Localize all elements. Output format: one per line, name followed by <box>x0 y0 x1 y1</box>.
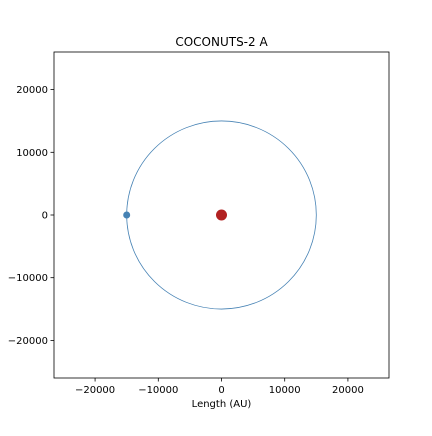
x-axis-label: Length (AU) <box>192 399 252 410</box>
y-tick-label: 0 <box>42 211 48 222</box>
y-tick-label: −10000 <box>8 273 48 284</box>
y-tick-label: 20000 <box>16 85 48 96</box>
x-tick-label: 0 <box>218 385 224 396</box>
primary-star-point <box>216 209 227 221</box>
x-tick-label: 20000 <box>332 385 364 396</box>
y-tick-label: −20000 <box>8 336 48 347</box>
x-tick-label: −10000 <box>138 385 178 396</box>
plot-area <box>123 120 317 310</box>
companion-point <box>123 211 131 219</box>
y-tick-label: 10000 <box>16 148 48 159</box>
x-tick-label: 10000 <box>269 385 301 396</box>
chart-title: COCONUTS-2 A <box>175 35 268 49</box>
y-axis: −20000 −10000 0 10000 20000 <box>8 85 54 347</box>
x-axis: −20000 −10000 0 10000 20000 <box>75 378 364 396</box>
x-tick-label: −20000 <box>75 385 115 396</box>
